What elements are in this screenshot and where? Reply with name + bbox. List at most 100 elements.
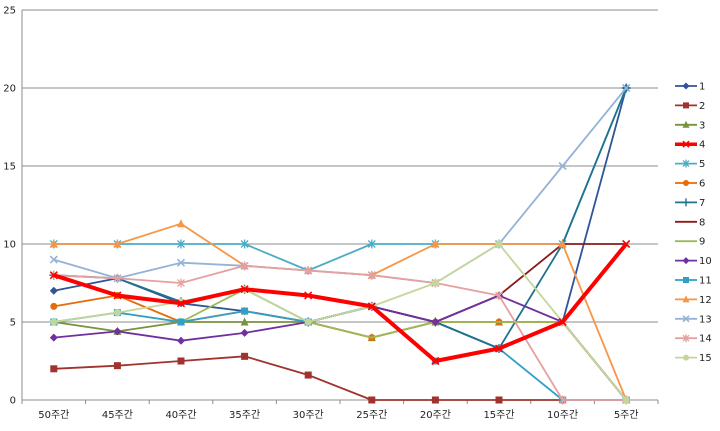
legend-item: 6 <box>675 179 705 190</box>
legend-item: 1 <box>675 82 705 93</box>
legend-label: 9 <box>699 237 705 248</box>
data-point <box>49 286 58 295</box>
data-point <box>304 266 313 276</box>
legend-item: 13 <box>675 314 712 325</box>
series-line <box>53 243 627 323</box>
data-point <box>50 318 58 326</box>
series-12 <box>49 219 631 404</box>
data-point <box>683 277 689 283</box>
legend-label: 1 <box>699 82 705 93</box>
data-point <box>113 327 122 336</box>
data-point <box>113 273 122 283</box>
data-point <box>177 219 185 228</box>
data-point <box>49 271 58 280</box>
series-line <box>53 355 627 401</box>
data-point <box>495 240 503 248</box>
legend-label: 6 <box>699 179 705 190</box>
legend-item: 15 <box>675 353 712 364</box>
data-point <box>49 333 58 342</box>
data-point <box>367 270 376 280</box>
data-point <box>494 344 504 353</box>
x-tick-label: 5주간 <box>614 409 639 421</box>
y-tick-labels: 0 5 10 15 20 25 <box>3 6 16 407</box>
data-point <box>241 352 249 360</box>
data-point <box>113 291 122 300</box>
data-point <box>682 315 690 323</box>
series-line <box>53 264 627 401</box>
data-point <box>431 239 440 248</box>
data-point <box>240 317 249 326</box>
series-lines <box>49 83 631 405</box>
data-point <box>240 285 249 294</box>
data-point <box>622 239 631 249</box>
data-point <box>682 159 690 168</box>
data-point <box>304 371 312 379</box>
data-point <box>431 396 439 404</box>
data-point <box>558 317 567 327</box>
data-point <box>177 357 185 365</box>
x-tick-label: 50주간 <box>38 409 69 421</box>
data-point <box>683 102 689 109</box>
data-point <box>177 278 185 288</box>
data-point <box>558 239 567 248</box>
series-9 <box>53 288 627 401</box>
data-point <box>176 258 186 267</box>
series-line <box>53 294 627 401</box>
x-tick-label: 45주간 <box>102 409 133 421</box>
legend-item: 7 <box>675 198 705 209</box>
data-point <box>176 299 186 308</box>
data-point <box>682 257 690 265</box>
legend-label: 15 <box>699 353 712 364</box>
data-point <box>368 396 376 404</box>
y-tick-label: 5 <box>10 318 16 329</box>
series-8 <box>53 243 627 323</box>
legend-item: 12 <box>675 295 712 306</box>
y-tick-label: 0 <box>10 396 16 407</box>
y-tick-label: 15 <box>3 162 16 173</box>
series-line <box>53 288 627 401</box>
data-point <box>682 198 690 207</box>
data-point <box>113 309 121 317</box>
series-13 <box>49 83 631 288</box>
y-tick-label: 25 <box>3 6 16 17</box>
x-tick-label: 25주간 <box>356 409 387 421</box>
data-point <box>622 83 631 93</box>
series-2 <box>50 352 630 404</box>
legend-item: 11 <box>675 276 712 287</box>
data-point <box>558 161 567 171</box>
data-point <box>177 336 185 345</box>
data-point <box>177 318 185 326</box>
data-point <box>241 307 249 315</box>
series-line <box>53 305 627 401</box>
data-point <box>622 396 630 404</box>
legend-label: 2 <box>699 101 705 112</box>
axes <box>21 10 659 404</box>
legend-label: 7 <box>699 198 705 209</box>
data-point <box>683 180 689 186</box>
legend-label: 13 <box>699 314 712 325</box>
data-point <box>495 396 503 404</box>
legend-item: 5 <box>675 159 705 170</box>
data-point <box>367 302 376 311</box>
x-tick-labels: 50주간 45주간 40주간 35주간 30주간 25주간 20주간 15주간 10주간 5주간 <box>38 409 638 421</box>
data-point <box>558 395 567 405</box>
legend-label: 4 <box>699 140 705 151</box>
data-point <box>113 239 122 248</box>
legend-label: 5 <box>699 159 705 170</box>
x-tick-label: 35주간 <box>229 409 260 421</box>
series-5 <box>49 83 631 276</box>
legend-label: 3 <box>699 120 705 131</box>
legend-item: 10 <box>675 256 712 267</box>
data-point <box>240 261 249 271</box>
data-point <box>682 140 690 148</box>
series-line <box>53 242 628 363</box>
x-tick-label: 40주간 <box>165 409 196 421</box>
x-tick-label: 15주간 <box>483 409 514 421</box>
data-point <box>240 239 249 249</box>
data-point <box>495 290 503 300</box>
data-point <box>177 239 185 249</box>
x-tick-label: 30주간 <box>293 409 324 421</box>
legend-item: 4 <box>675 140 705 151</box>
legend-item: 2 <box>675 101 705 112</box>
